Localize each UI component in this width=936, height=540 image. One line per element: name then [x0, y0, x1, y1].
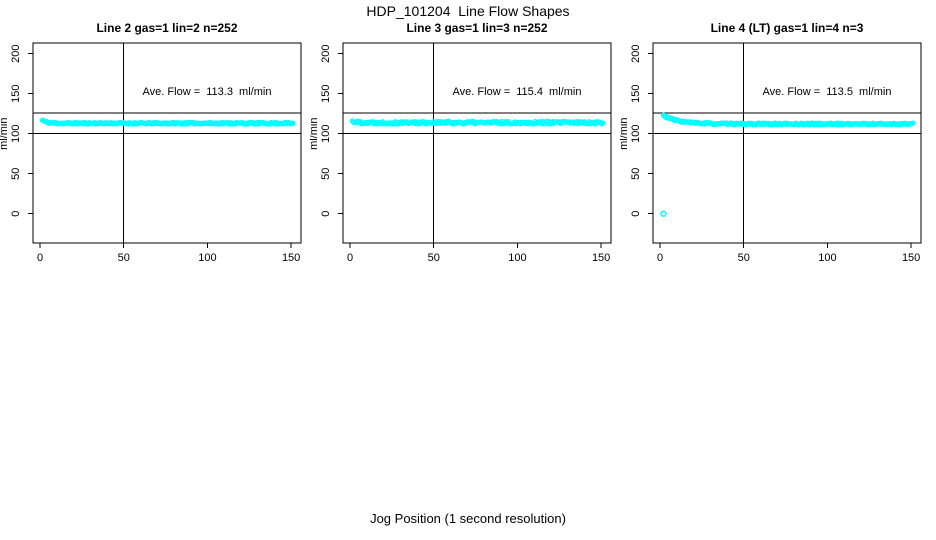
svg-text:ml/min: ml/min — [310, 118, 320, 150]
svg-text:150: 150 — [10, 85, 22, 103]
panel2-title: Line 3 gas=1 lin=3 n=252 — [406, 21, 548, 35]
svg-text:200: 200 — [10, 45, 22, 63]
svg-text:200: 200 — [630, 45, 642, 63]
panel1-title: Line 2 gas=1 lin=2 n=252 — [96, 21, 238, 35]
svg-text:50: 50 — [630, 168, 642, 180]
svg-text:150: 150 — [320, 85, 332, 103]
outlier-point — [660, 210, 667, 217]
svg-text:50: 50 — [738, 252, 750, 264]
svg-text:0: 0 — [320, 211, 332, 217]
svg-text:100: 100 — [508, 252, 526, 264]
svg-text:150: 150 — [592, 252, 610, 264]
svg-text:150: 150 — [902, 252, 920, 264]
svg-text:50: 50 — [320, 168, 332, 180]
svg-text:150: 150 — [630, 85, 642, 103]
svg-text:50: 50 — [10, 168, 22, 180]
svg-text:100: 100 — [198, 252, 216, 264]
svg-text:0: 0 — [347, 252, 353, 264]
svg-text:100: 100 — [320, 125, 332, 143]
panel1-plot: 0 50 100 150 0 50 100 150 200 ml/min — [0, 42, 302, 264]
svg-text:0: 0 — [37, 252, 43, 264]
x-axis-label: Jog Position (1 second resolution) — [370, 511, 566, 526]
panel2-plot: 0 50 100 150 0 50 100 150 200 ml/min — [310, 42, 612, 264]
data-point-band-line2-flow — [39, 117, 296, 127]
svg-text:0: 0 — [657, 252, 663, 264]
panel3-ave-flow-label: Ave. Flow = 113.5 ml/min — [762, 86, 892, 98]
svg-text:100: 100 — [630, 125, 642, 143]
panel1-ave-flow-label: Ave. Flow = 113.3 ml/min — [142, 86, 272, 98]
svg-text:ml/min: ml/min — [0, 118, 10, 150]
panel3-plot: 0 50 100 150 0 50 100 150 200 ml/min — [620, 42, 922, 264]
svg-text:200: 200 — [320, 45, 332, 63]
figure-title: HDP_101204 Line Flow Shapes — [366, 3, 570, 19]
panel3-title: Line 4 (LT) gas=1 lin=4 n=3 — [710, 21, 864, 35]
svg-text:100: 100 — [818, 252, 836, 264]
data-point-band-line3-flow — [349, 118, 606, 127]
panel2-ave-flow-label: Ave. Flow = 115.4 ml/min — [452, 86, 582, 98]
svg-text:50: 50 — [428, 252, 440, 264]
svg-text:0: 0 — [630, 211, 642, 217]
svg-text:0: 0 — [10, 211, 22, 217]
svg-text:ml/min: ml/min — [620, 118, 630, 150]
svg-text:50: 50 — [118, 252, 130, 264]
svg-text:100: 100 — [10, 125, 22, 143]
data-point-band-line4-flow — [660, 112, 916, 128]
svg-text:150: 150 — [282, 252, 300, 264]
